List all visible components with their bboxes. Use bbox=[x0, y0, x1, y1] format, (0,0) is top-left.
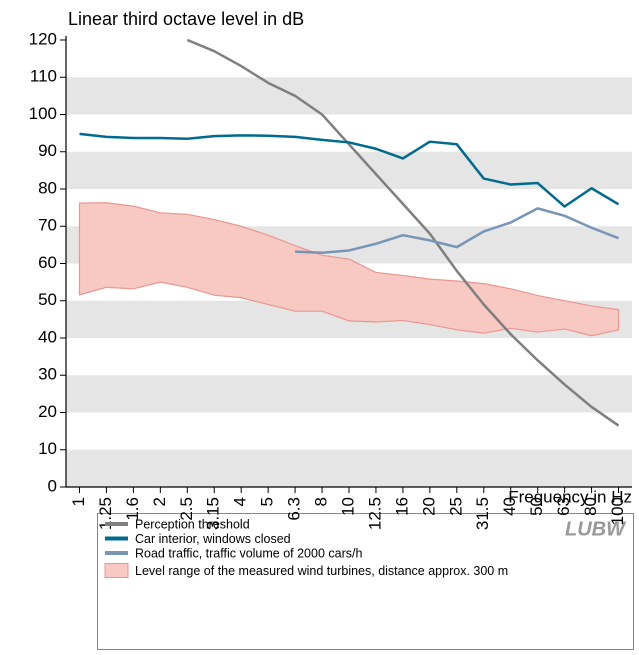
x-axis-title: Frequency in Hz bbox=[508, 487, 632, 506]
x-tick-label: 50 bbox=[527, 497, 546, 516]
series-line bbox=[295, 207, 619, 254]
x-tick-label: 10 bbox=[338, 497, 357, 516]
y-tick-label: 0 bbox=[48, 476, 57, 495]
grid-band bbox=[66, 375, 632, 413]
y-tick-label: 70 bbox=[38, 216, 57, 235]
series-line bbox=[186, 38, 620, 427]
y-tick-label: 100 bbox=[29, 104, 57, 123]
legend-label: Road traffic, traffic volume of 2000 car… bbox=[135, 546, 362, 560]
series-line bbox=[79, 132, 620, 208]
grid-band bbox=[66, 151, 632, 189]
x-tick-label: 2 bbox=[150, 497, 169, 506]
y-tick-label: 30 bbox=[38, 365, 57, 384]
legend-label: Level range of the measured wind turbine… bbox=[135, 564, 508, 578]
x-tick-label: 6.3 bbox=[285, 497, 304, 521]
x-tick-label: 100 bbox=[608, 497, 627, 525]
x-tick-label: 5 bbox=[258, 497, 277, 506]
grid-band bbox=[66, 449, 632, 487]
x-tick-label: 25 bbox=[446, 497, 465, 516]
legend-box bbox=[97, 513, 634, 650]
x-tick-label: 3.15 bbox=[204, 497, 223, 530]
x-tick-label: 16 bbox=[392, 497, 411, 516]
x-tick-label: 1 bbox=[69, 497, 88, 506]
y-axis-title: Linear third octave level in dB bbox=[68, 9, 304, 29]
x-tick-label: 1.6 bbox=[123, 497, 142, 521]
y-tick-label: 20 bbox=[38, 402, 57, 421]
y-tick-label: 120 bbox=[29, 29, 57, 48]
legend-label: Car interior, windows closed bbox=[135, 532, 291, 546]
x-tick-label: 20 bbox=[419, 497, 438, 516]
y-tick-label: 90 bbox=[38, 141, 57, 160]
y-tick-label: 110 bbox=[30, 67, 57, 86]
x-tick-label: 80 bbox=[581, 497, 600, 516]
x-tick-label: 8 bbox=[312, 497, 331, 506]
x-tick-label: 4 bbox=[231, 497, 250, 506]
x-tick-label: 31.5 bbox=[473, 497, 492, 530]
y-tick-label: 10 bbox=[38, 439, 57, 458]
y-tick-label: 60 bbox=[38, 253, 57, 272]
x-tick-label: 63 bbox=[554, 497, 573, 516]
y-tick-label: 80 bbox=[38, 178, 57, 197]
logo: LUBW bbox=[565, 518, 627, 540]
legend-swatch bbox=[104, 563, 129, 578]
legend-label: Perception threshold bbox=[135, 517, 250, 531]
y-tick-label: 50 bbox=[38, 290, 57, 309]
x-tick-label: 2.5 bbox=[177, 497, 196, 521]
x-tick-label: 12.5 bbox=[365, 497, 384, 530]
y-tick-label: 40 bbox=[38, 327, 57, 346]
x-tick-label: 40 bbox=[500, 497, 519, 516]
x-tick-label: 1.25 bbox=[96, 497, 115, 530]
grid-band bbox=[66, 77, 632, 115]
